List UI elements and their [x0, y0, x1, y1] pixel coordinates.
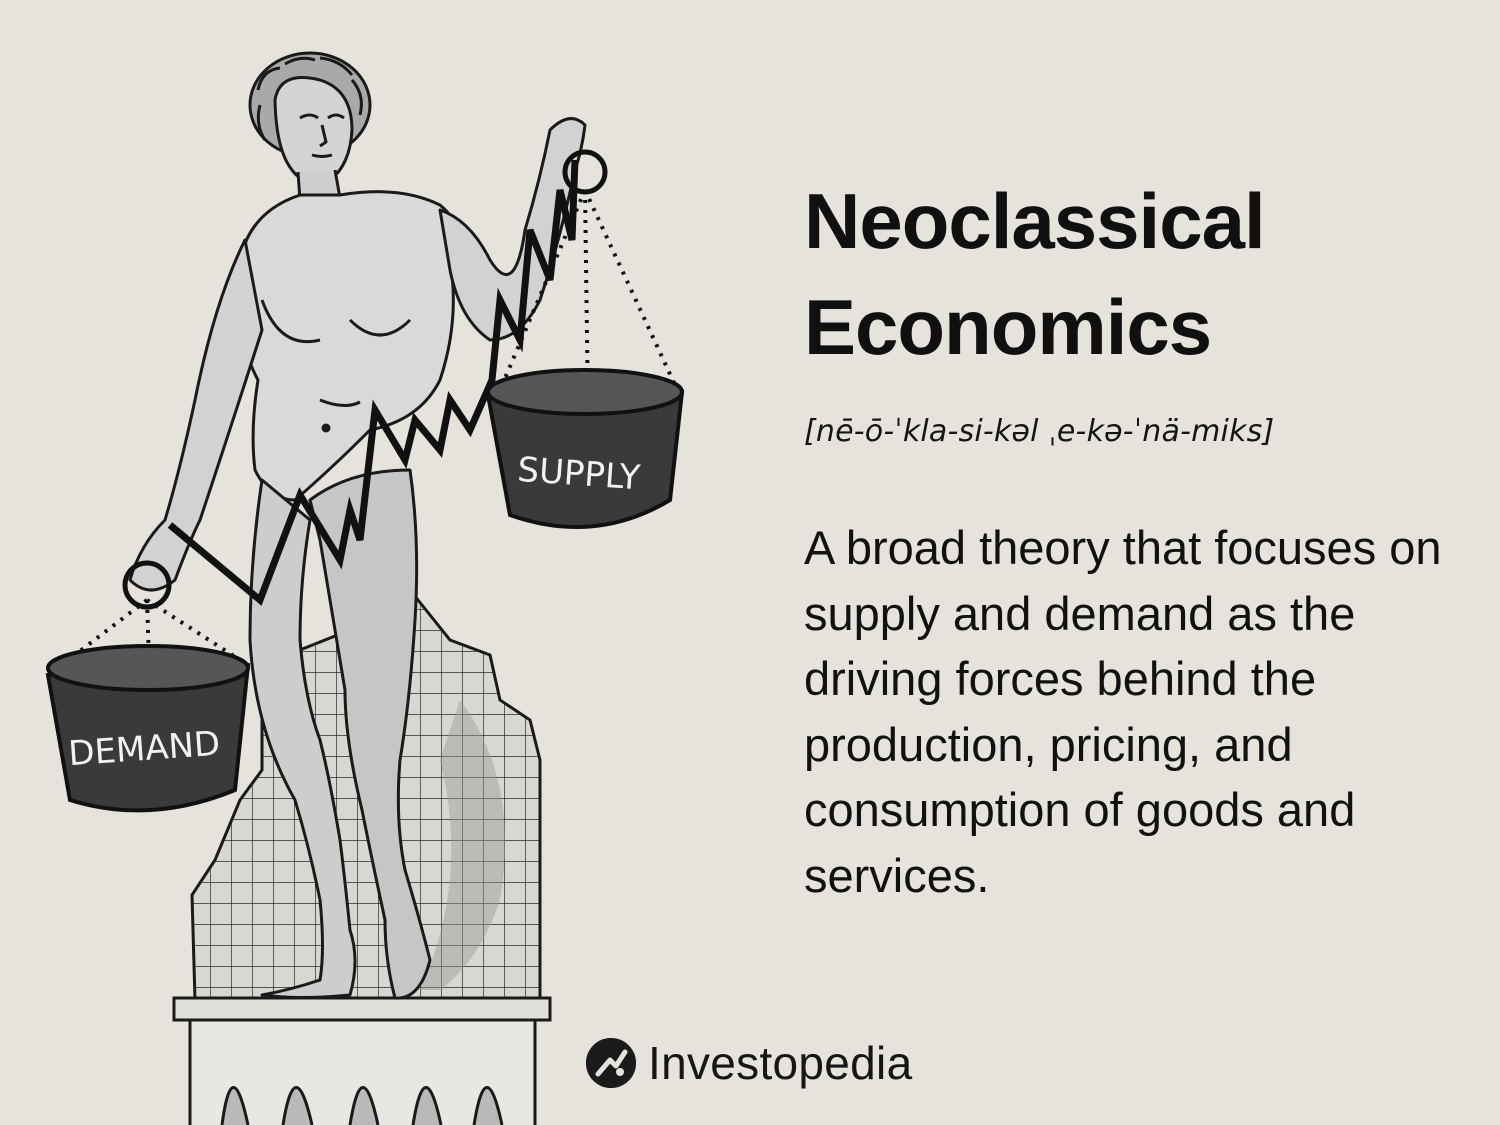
investopedia-logo-icon: [586, 1038, 636, 1088]
demand-basket: [45, 644, 251, 813]
title-line-2: Economics: [804, 283, 1212, 371]
statue-illustration: DEMAND SUPPLY: [45, 51, 685, 1125]
statue-figure: [128, 51, 587, 1000]
definition-text: A broad theory that focuses on supply an…: [804, 521, 1442, 902]
price-zigzag-line: [167, 159, 579, 606]
page-title: Neoclassical Economics: [804, 168, 1464, 380]
brand-name: Investopedia: [648, 1037, 913, 1089]
supply-basket: [485, 368, 685, 529]
title-line-1: Neoclassical: [804, 177, 1266, 265]
pronunciation: [nē-ō-ˈkla-si-kəl ˌe-kə-ˈnä-miks]: [804, 414, 1275, 449]
supply-label: SUPPLY: [516, 450, 641, 498]
brand-footer: Investopedia: [586, 1036, 912, 1090]
pedestal: [172, 996, 552, 1125]
